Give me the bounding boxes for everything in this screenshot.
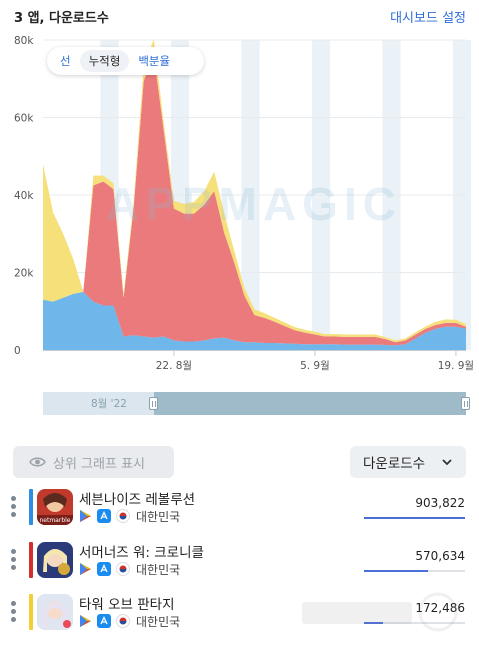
toggle-line[interactable]: 선 [60,54,71,68]
series-area-2[interactable] [43,54,466,346]
app-meta: 대한민국 [79,508,180,524]
range-navigator[interactable]: 8월 '22 [43,392,470,415]
x-tick-label: 22. 8월 [156,360,192,372]
kebab-menu-icon[interactable] [11,496,17,518]
svg-text:netmarble: netmarble [39,517,70,524]
series-area-1[interactable] [43,291,466,350]
y-tick-label: 80k [14,35,34,47]
app-country: 대한민국 [136,614,181,629]
app-store-icon [97,509,111,523]
watermark-logo [302,592,458,632]
korea-flag-icon [116,509,130,523]
chevron-down-icon [442,459,452,466]
google-play-icon [80,563,91,575]
chart-title: 3 앱, 다운로드수 [14,11,109,26]
show-top-graph-label: 상위 그래프 표시 [53,456,145,472]
metric-dropdown[interactable]: 다운로드수 [350,446,466,478]
chart-type-toggle: 선 누적형 백분율 [47,47,204,75]
app-row[interactable]: 타워 오브 판타지 대한민국 172,486 [0,593,479,639]
summoners-war-icon[interactable] [37,542,73,578]
app-row[interactable]: 서머너즈 워: 크로니클 대한민국 570,634 [0,541,479,587]
google-play-icon [80,615,91,627]
dashboard-settings-link[interactable]: 대시보드 설정 [390,11,466,26]
y-tick-label: 20k [14,268,34,280]
share-bar-fill [364,622,384,624]
app-store-icon [97,562,111,576]
download-value: 172,486 [415,601,465,615]
app-meta: 대한민국 [79,613,180,629]
watermark: APPMAGIC [106,178,402,230]
range-selection[interactable] [154,392,466,415]
y-tick-label: 0 [14,345,21,357]
y-tick-label: 40k [14,190,34,202]
app-name[interactable]: 세븐나이즈 레볼루션 [79,492,196,508]
eye-icon [29,457,46,467]
share-bar-fill [364,570,428,572]
show-top-graph-button[interactable]: 상위 그래프 표시 [13,446,174,478]
google-play-icon [80,510,91,522]
app-country: 대한민국 [136,562,181,577]
series-color-bar [29,489,33,525]
series-color-bar [29,542,33,578]
toggle-percent[interactable]: 백분율 [138,54,171,68]
download-value: 570,634 [415,549,465,563]
x-tick-label: 19. 9월 [438,360,474,372]
range-handle-right[interactable] [461,397,470,410]
series-color-bar [29,594,33,630]
app-row[interactable]: netmarble 세븐나이즈 레볼루션 대한민국 903,822 [0,488,479,534]
chart-header: 3 앱, 다운로드수 대시보드 설정 [0,0,479,32]
korea-flag-icon [116,614,130,628]
share-bar-fill [364,517,465,519]
metric-dropdown-value: 다운로드수 [363,456,426,472]
seven-knights-icon[interactable]: netmarble [37,489,73,525]
app-name[interactable]: 서머너즈 워: 크로니클 [79,545,204,561]
kebab-menu-icon[interactable] [11,601,17,623]
app-country: 대한민국 [136,509,181,524]
y-tick-label: 60k [14,113,34,125]
toggle-stacked[interactable]: 누적형 [79,50,130,72]
range-handle-left[interactable] [149,397,158,410]
downloads-area-chart[interactable]: APPMAGIC 0 20k 40k 60k 80k 22. 8월 5. 9월 19. 9월 [0,30,479,380]
app-name[interactable]: 타워 오브 판타지 [79,597,175,613]
app-store-icon [97,614,111,628]
x-tick-label: 5. 9월 [300,360,330,372]
korea-flag-icon [116,562,130,576]
tower-of-fantasy-icon[interactable] [37,594,73,630]
app-meta: 대한민국 [79,561,180,577]
navigator-month-label: 8월 '22 [91,398,127,410]
kebab-menu-icon[interactable] [11,549,17,571]
share-bar-track [364,622,465,624]
download-value: 903,822 [415,496,465,510]
